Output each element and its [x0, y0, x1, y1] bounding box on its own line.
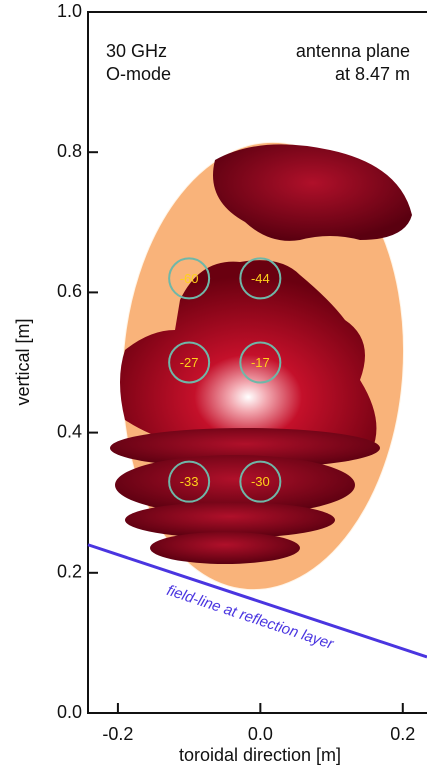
annotation: antenna plane: [296, 41, 410, 61]
probe-label: -30: [251, 474, 270, 489]
y-axis-label: vertical [m]: [13, 318, 33, 405]
x-tick-label: 0.0: [248, 724, 273, 744]
y-tick-label: 0.4: [57, 421, 82, 441]
chart: 30 GHz O-mode antenna plane at 8.47 m to…: [0, 0, 427, 768]
side-lobe: [150, 532, 300, 564]
y-tick-label: 0.8: [57, 141, 82, 161]
y-tick-label: 0.2: [57, 562, 82, 582]
annotation: at 8.47 m: [335, 64, 410, 84]
probe-label: -33: [180, 474, 199, 489]
probe-label: -27: [180, 355, 199, 370]
y-tick-label: 0.6: [57, 281, 82, 301]
y-tick-label: 0.0: [57, 702, 82, 722]
x-tick-label: 0.2: [390, 724, 415, 744]
probe-label: -60: [180, 271, 199, 286]
x-axis-label: toroidal direction [m]: [179, 745, 341, 765]
y-tick-label: 1.0: [57, 1, 82, 21]
annotation: 30 GHz: [106, 41, 167, 61]
probe-label: -44: [251, 271, 270, 286]
x-tick-label: -0.2: [102, 724, 133, 744]
annotation: O-mode: [106, 64, 171, 84]
probe-label: -17: [251, 355, 270, 370]
